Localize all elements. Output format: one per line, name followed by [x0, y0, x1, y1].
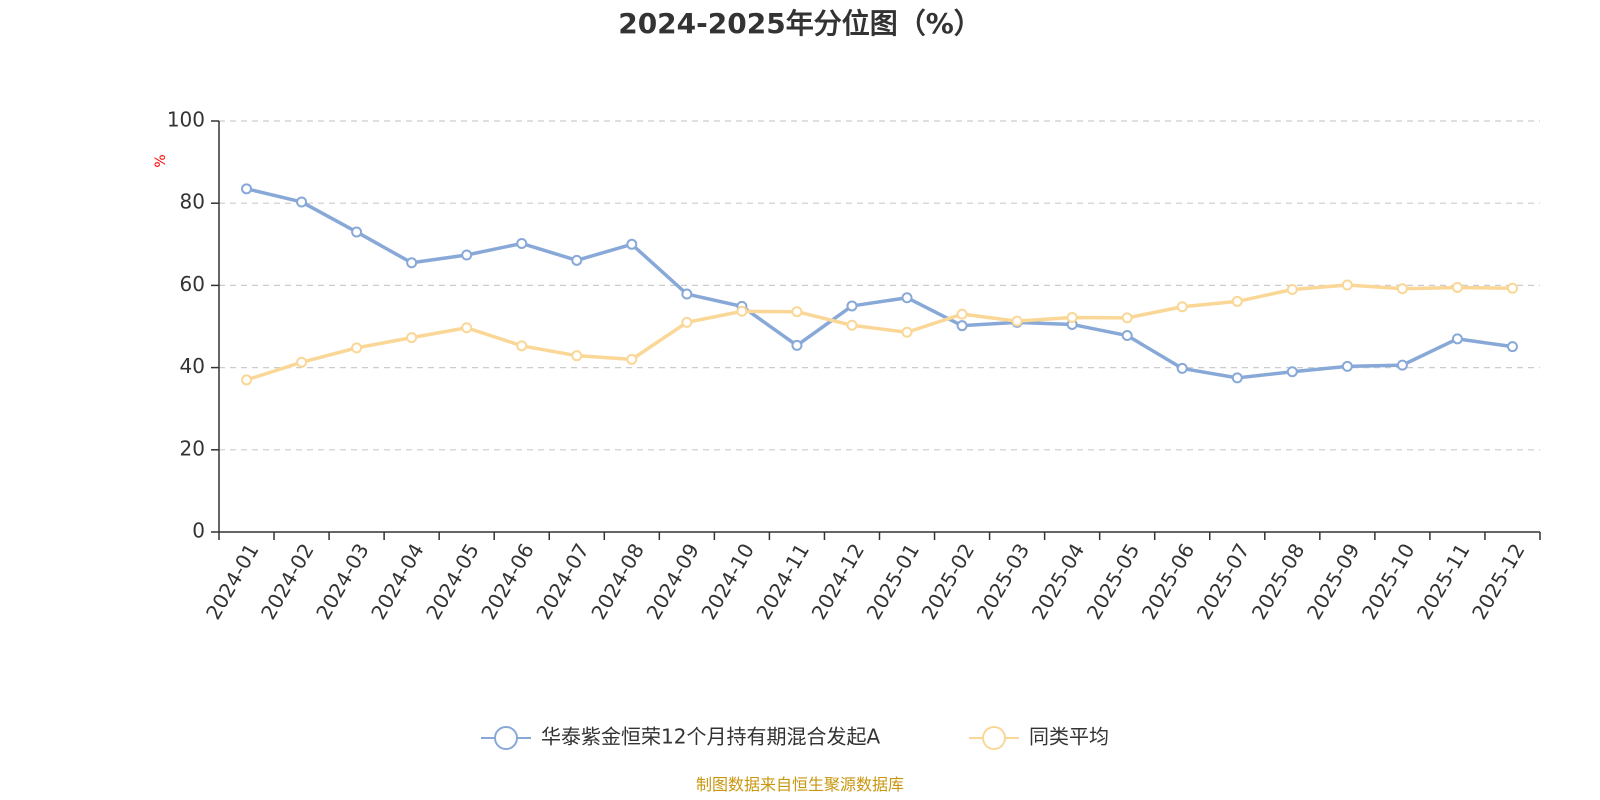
- data-point[interactable]: [1341, 360, 1353, 372]
- data-point[interactable]: [1121, 312, 1133, 324]
- data-point[interactable]: [846, 319, 858, 331]
- series-group: [241, 183, 1518, 386]
- data-point[interactable]: [571, 350, 583, 362]
- x-tick-label: 2024-03: [311, 539, 374, 623]
- chart-title: 2024-2025年分位图（%）: [618, 7, 982, 40]
- data-point[interactable]: [351, 342, 363, 354]
- data-point[interactable]: [1231, 295, 1243, 307]
- data-point[interactable]: [1506, 341, 1518, 353]
- data-point[interactable]: [241, 374, 253, 386]
- data-point[interactable]: [901, 326, 913, 338]
- data-point[interactable]: [791, 339, 803, 351]
- data-point[interactable]: [1066, 311, 1078, 323]
- data-point[interactable]: [1176, 362, 1188, 374]
- data-point[interactable]: [516, 340, 528, 352]
- data-point[interactable]: [956, 320, 968, 332]
- x-tick-label: 2025-06: [1137, 539, 1200, 623]
- x-tick-label: 2024-06: [476, 539, 539, 623]
- series-1: [241, 183, 1518, 384]
- data-point[interactable]: [296, 356, 308, 368]
- data-point[interactable]: [461, 322, 473, 334]
- series-line: [244, 283, 1515, 382]
- legend-marker-series-1: [494, 726, 518, 750]
- data-point[interactable]: [791, 306, 803, 318]
- data-point[interactable]: [681, 316, 693, 328]
- legend: 华泰紫金恒荣12个月持有期混合发起A 同类平均: [481, 725, 1109, 750]
- y-tick-label: 40: [180, 354, 205, 378]
- y-tick-label: 20: [180, 436, 205, 460]
- y-tick-label: 80: [180, 190, 205, 214]
- data-point[interactable]: [626, 353, 638, 365]
- x-tick-label: 2025-09: [1302, 539, 1365, 623]
- data-point[interactable]: [736, 305, 748, 317]
- y-tick-label: 0: [192, 519, 205, 543]
- legend-item-series-2[interactable]: 同类平均: [969, 725, 1109, 750]
- data-point[interactable]: [1506, 282, 1518, 294]
- data-point[interactable]: [241, 183, 253, 195]
- data-point[interactable]: [1286, 366, 1298, 378]
- x-tick-label: 2024-09: [641, 539, 704, 623]
- data-point[interactable]: [1396, 359, 1408, 371]
- data-point[interactable]: [901, 292, 913, 304]
- x-tick-label: 2024-11: [751, 539, 814, 623]
- x-tick-label: 2024-12: [806, 539, 869, 623]
- legend-label-series-1: 华泰紫金恒荣12个月持有期混合发起A: [541, 725, 880, 749]
- data-point[interactable]: [406, 257, 418, 269]
- y-axis-unit-label: %: [153, 154, 169, 167]
- series-2: [241, 279, 1518, 386]
- x-tick-label: 2025-10: [1357, 539, 1420, 623]
- data-source-note: 制图数据来自恒生聚源数据库: [696, 775, 904, 794]
- x-tick-label: 2024-04: [366, 539, 429, 623]
- axes: 0 20 40 60 80 100 2024-012024-022024-032024-04…: [167, 108, 1541, 624]
- x-tick-label: 2025-01: [862, 539, 925, 623]
- y-tick-label: 100: [167, 108, 205, 132]
- x-tick-label: 2025-05: [1082, 539, 1145, 623]
- legend-marker-series-2: [982, 726, 1006, 750]
- x-tick-label: 2025-02: [917, 539, 980, 623]
- data-point[interactable]: [1011, 315, 1023, 327]
- data-point[interactable]: [1451, 333, 1463, 345]
- data-point[interactable]: [1451, 281, 1463, 293]
- data-point[interactable]: [406, 332, 418, 344]
- x-tick-label: 2024-08: [586, 539, 649, 623]
- data-point[interactable]: [516, 237, 528, 249]
- x-tick-label: 2024-07: [531, 539, 594, 623]
- x-tick-label: 2024-01: [201, 539, 264, 623]
- data-point[interactable]: [1396, 283, 1408, 295]
- data-point[interactable]: [626, 238, 638, 250]
- x-tick-label: 2025-03: [972, 539, 1035, 623]
- data-point[interactable]: [1286, 284, 1298, 296]
- data-point[interactable]: [1121, 330, 1133, 342]
- series-line: [244, 187, 1515, 380]
- data-point[interactable]: [1341, 279, 1353, 291]
- legend-item-series-1[interactable]: 华泰紫金恒荣12个月持有期混合发起A: [481, 725, 880, 750]
- data-point[interactable]: [956, 308, 968, 320]
- x-tick-label: 2025-07: [1192, 539, 1255, 623]
- x-tick-label: 2025-11: [1412, 539, 1475, 623]
- data-point[interactable]: [571, 254, 583, 266]
- data-point[interactable]: [681, 288, 693, 300]
- data-point[interactable]: [296, 196, 308, 208]
- x-tick-label: 2024-02: [256, 539, 319, 623]
- y-tick-label: 60: [180, 272, 205, 296]
- x-tick-label: 2024-10: [696, 539, 759, 623]
- data-point[interactable]: [1231, 372, 1243, 384]
- data-point[interactable]: [351, 226, 363, 238]
- x-tick-label: 2025-08: [1247, 539, 1310, 623]
- x-tick-label: 2025-04: [1027, 539, 1090, 623]
- data-point[interactable]: [461, 249, 473, 261]
- x-tick-label: 2025-12: [1467, 539, 1530, 623]
- data-point[interactable]: [846, 300, 858, 312]
- x-tick-label: 2024-05: [421, 539, 484, 623]
- data-point[interactable]: [1176, 301, 1188, 313]
- legend-label-series-2: 同类平均: [1029, 725, 1109, 749]
